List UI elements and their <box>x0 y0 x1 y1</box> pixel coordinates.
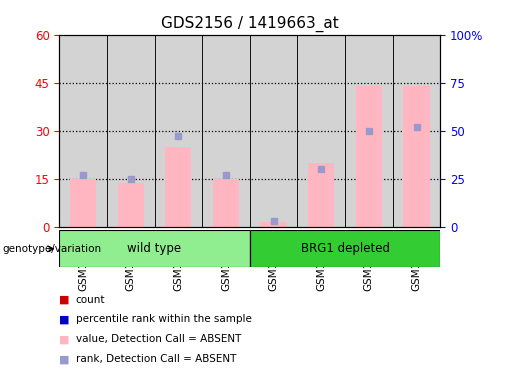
Bar <box>202 35 250 227</box>
Text: count: count <box>76 295 105 305</box>
Point <box>269 218 278 224</box>
Point <box>127 175 135 182</box>
Text: ■: ■ <box>59 295 70 305</box>
Bar <box>250 35 297 227</box>
Bar <box>345 35 392 227</box>
Bar <box>250 230 440 267</box>
Point <box>413 124 421 130</box>
Text: ■: ■ <box>59 334 70 344</box>
Text: genotype/variation: genotype/variation <box>3 244 101 254</box>
Bar <box>70 179 96 227</box>
Point <box>317 166 325 172</box>
Bar <box>308 162 334 227</box>
Bar <box>392 35 440 227</box>
Bar <box>261 222 287 227</box>
Point <box>365 127 373 134</box>
Bar <box>403 86 430 227</box>
Text: value, Detection Call = ABSENT: value, Detection Call = ABSENT <box>76 334 241 344</box>
Bar <box>59 230 250 267</box>
Bar <box>154 35 202 227</box>
Bar <box>297 35 345 227</box>
Text: BRG1 depleted: BRG1 depleted <box>301 242 389 255</box>
Text: rank, Detection Call = ABSENT: rank, Detection Call = ABSENT <box>76 354 236 364</box>
Bar <box>356 86 382 227</box>
Bar <box>59 35 107 227</box>
Bar <box>213 179 239 227</box>
Bar <box>107 35 154 227</box>
Text: ■: ■ <box>59 314 70 324</box>
Bar <box>165 147 192 227</box>
Text: percentile rank within the sample: percentile rank within the sample <box>76 314 252 324</box>
Text: wild type: wild type <box>127 242 182 255</box>
Bar <box>117 184 144 227</box>
Point <box>222 172 230 178</box>
Title: GDS2156 / 1419663_at: GDS2156 / 1419663_at <box>161 16 339 32</box>
Text: ■: ■ <box>59 354 70 364</box>
Point <box>79 172 87 178</box>
Point <box>174 133 182 139</box>
